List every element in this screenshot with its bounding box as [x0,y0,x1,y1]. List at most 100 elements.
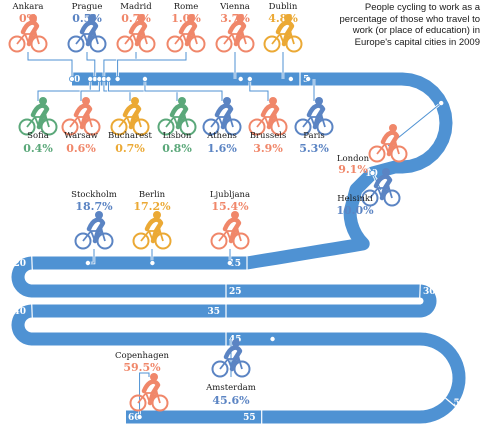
city-name: Bucharest [108,131,152,141]
value-dot [246,76,253,83]
cyclist-icon [211,339,251,378]
tick-label: 25 [229,287,242,297]
city-name: Lisbon [163,131,192,141]
tick-divider [445,397,456,407]
title-line: work (or place of education) in [352,25,480,36]
city-percentage: 1.0% [171,12,201,25]
city-name: Helsinki [337,194,373,204]
cyclist-icon [361,168,401,207]
cyclist-icon [61,97,101,136]
city-name: Athens [206,131,237,141]
cyclist-icon [166,14,206,53]
city-name: Vienna [219,2,250,12]
tick-label: 35 [207,307,220,317]
value-dot [105,76,112,83]
city-percentage: 45.6% [212,394,250,407]
city-name: Dublin [269,2,298,12]
cyclist-icon [210,211,250,250]
city-name: Copenhagen [115,351,170,361]
title-line: Europe's capital cities in 2009 [354,36,480,48]
cyclist-icon [110,97,150,136]
value-dot [438,100,445,107]
city-name: Ljubljana [210,190,250,200]
value-dot [237,76,244,83]
cyclist-icon [74,211,114,250]
tick-label: 50 [453,399,466,409]
city-name: Madrid [120,2,152,12]
title-line: percentage of those who travel to [339,13,480,25]
city-percentage: 0.4% [23,142,53,155]
tick-label: 60 [128,413,141,423]
city-percentage: 9.1% [338,163,368,176]
cyclist-icon [132,211,172,250]
city-name: Brussels [250,131,287,141]
city-name: Prague [72,2,103,12]
value-dot [226,259,233,266]
leader-line [27,52,73,79]
value-dot [84,259,91,266]
tick-divider [31,304,33,318]
value-dot [136,413,143,420]
leader-line [249,79,269,101]
tick-label: 55 [243,413,256,423]
value-dot [369,170,376,177]
city-percentage: 3.7% [220,12,250,25]
title-line: People cycling to work as a [364,2,480,13]
city-percentage: 1.6% [207,142,237,155]
city-name: Paris [303,131,325,141]
leader-line [86,52,96,79]
city-percentage: 15.4% [211,200,249,213]
value-dot [269,335,276,342]
chart-title: People cycling to work as a percentage o… [306,2,480,48]
city-name: Rome [174,2,199,12]
cyclist-icon [215,14,255,53]
city-name: Berlin [139,190,166,200]
value-dot [287,76,294,83]
cyclist-icon [8,14,48,53]
value-dot [141,76,148,83]
tick-label: 0 [74,75,80,85]
value-dot [305,76,312,83]
tick-label: 20 [13,259,26,269]
city-percentage: 0% [19,12,38,25]
tick-label: 40 [13,307,26,317]
cyclist-icon [263,14,303,53]
city-percentage: 4.8% [268,12,298,25]
city-percentage: 0.6% [66,142,96,155]
value-dot [114,76,121,83]
city-name: Amsterdam [205,383,256,393]
tick-label: 30 [423,287,436,297]
city-percentage: 17.2% [133,200,171,213]
city-percentage: 18.7% [75,200,113,213]
city-name: Ankara [12,2,44,12]
markers: Ankara0%Prague0.5%Madrid0.7%Rome1.0%Vien… [8,2,445,420]
leader-halo [26,52,74,79]
cyclist-icon [368,124,408,163]
leader-line [107,79,178,101]
city-percentage: 3.9% [253,142,283,155]
city-percentage: 0.8% [162,142,192,155]
city-percentage: 0.7% [121,12,151,25]
cyclist-icon [294,97,334,136]
tick-divider [419,284,421,298]
cyclist-icon [67,14,107,53]
cyclist-icon [116,14,156,53]
